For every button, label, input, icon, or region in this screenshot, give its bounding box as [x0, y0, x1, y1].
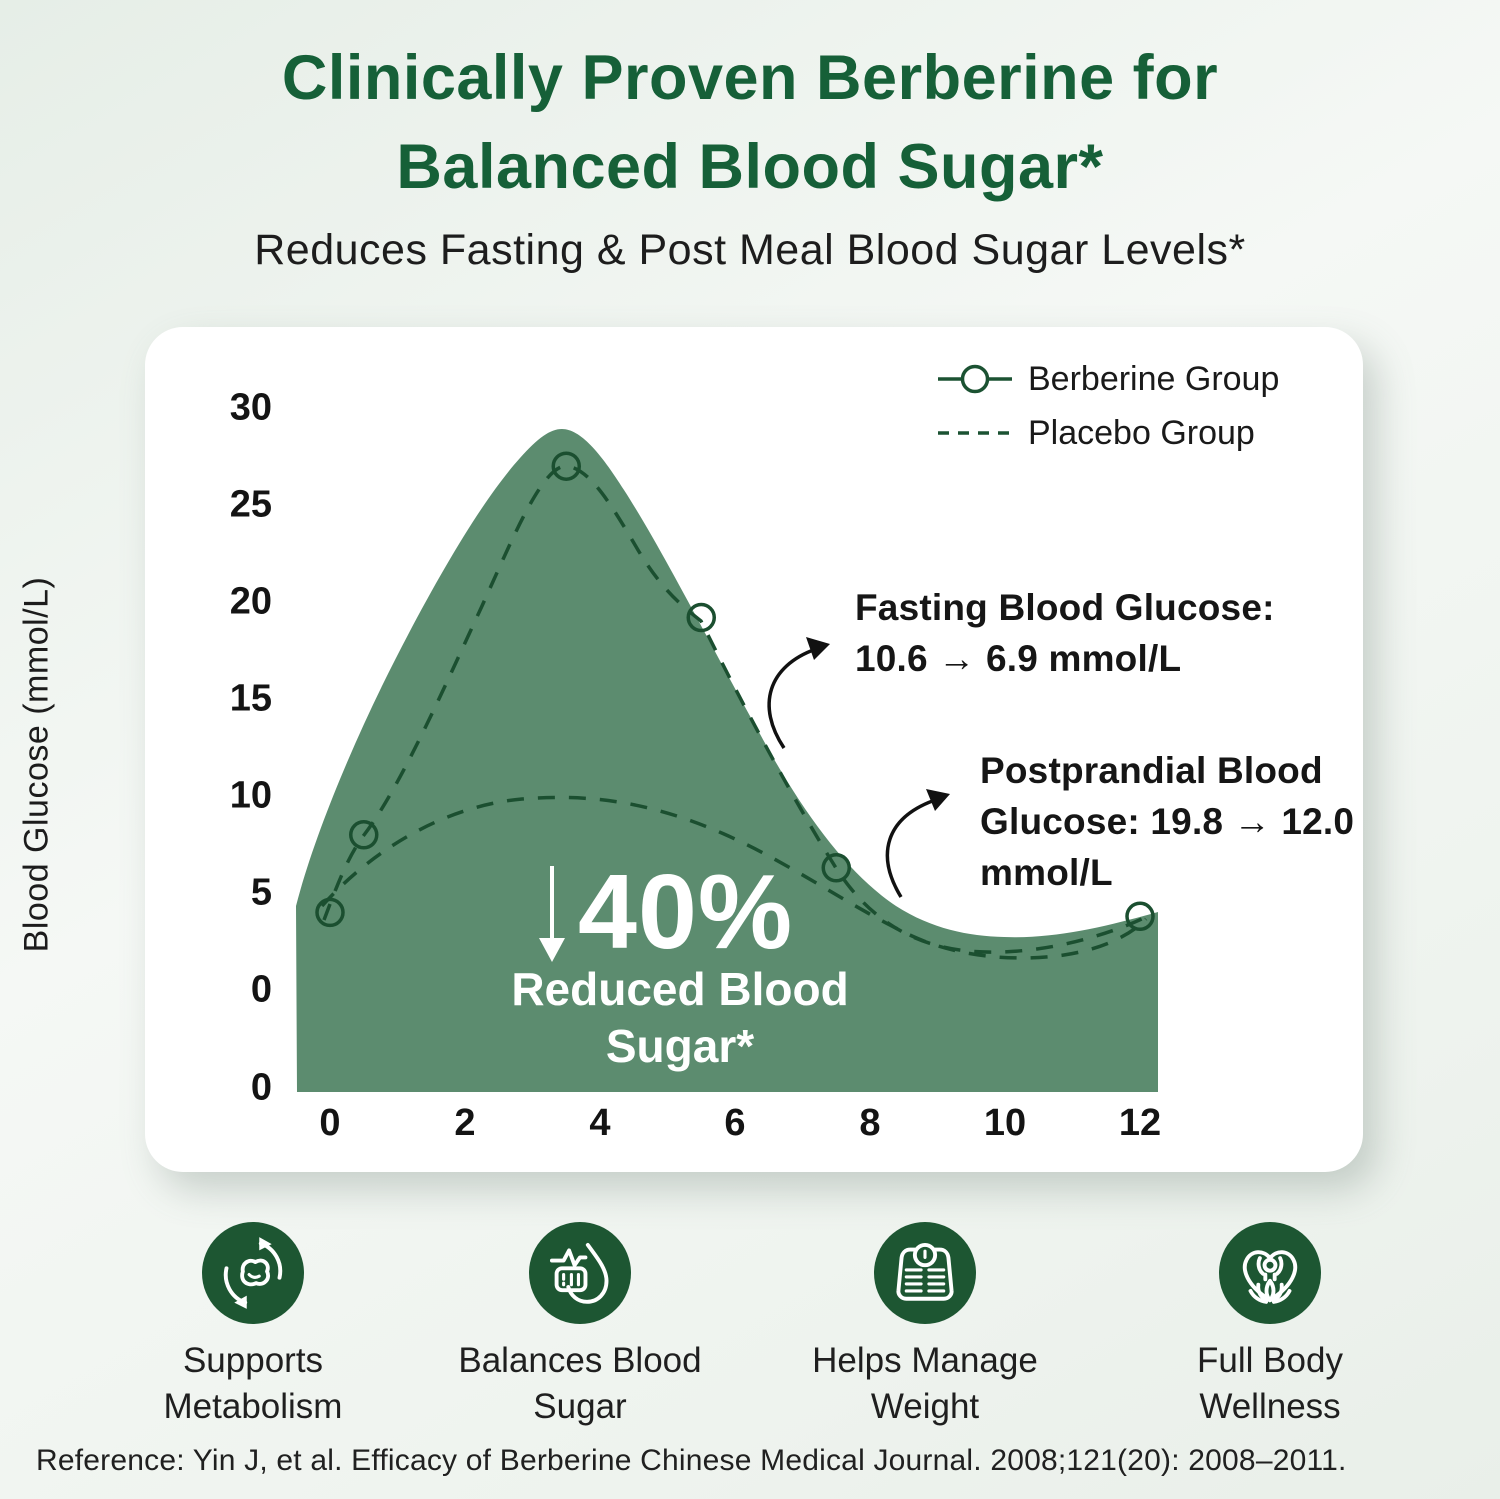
y-tick-label: 15 — [229, 677, 272, 720]
feature-full-body-wellness: Full Body Wellness — [1110, 1222, 1430, 1430]
feature-label: Full Body Wellness — [1197, 1341, 1343, 1426]
feature-supports-metabolism: Supports Metabolism — [93, 1222, 413, 1430]
page-title-line2: Balanced Blood Sugar* — [396, 132, 1104, 202]
legend-label-placebo: Placebo Group — [1028, 413, 1255, 452]
x-tick-label: 8 — [859, 1102, 881, 1144]
postprandial-annotation-line2: Glucose: 19.8 → 12.0 — [980, 801, 1355, 842]
legend-item-berberine: Berberine Group — [936, 360, 1279, 398]
postprandial-annotation: Postprandial Blood Glucose: 19.8 → 12.0 … — [980, 745, 1354, 898]
x-tick-label: 0 — [319, 1102, 341, 1144]
fasting-annotation-line1: Fasting Blood Glucose: — [855, 587, 1275, 628]
y-tick-label: 0 — [250, 1066, 272, 1109]
blood-sugar-icon — [529, 1222, 631, 1324]
x-tick-label: 12 — [1118, 1102, 1162, 1144]
chart-legend: Berberine Group Placebo Group — [936, 360, 1279, 452]
solid-line-circle-marker-icon — [938, 364, 1012, 394]
fasting-annotation: Fasting Blood Glucose: 10.6 → 6.9 mmol/L — [855, 582, 1275, 684]
y-tick-label: 30 — [229, 386, 272, 429]
benefits-row: Supports Metabolism Balances Blood Sugar — [0, 1222, 1500, 1437]
overlay-caption-line2: Sugar* — [605, 1020, 755, 1072]
postprandial-annotation-line3: mmol/L — [980, 852, 1113, 893]
x-tick-label: 2 — [454, 1102, 476, 1144]
legend-item-placebo: Placebo Group — [936, 414, 1279, 452]
page-title: Clinically Proven Berberine for Balanced… — [0, 34, 1500, 212]
y-axis-title: Blood Glucose (mmol/L) — [17, 576, 56, 953]
feature-label: Balances Blood Sugar — [458, 1341, 702, 1426]
dashed-line-icon — [938, 431, 1012, 435]
y-tick-label: 25 — [229, 483, 272, 526]
reference-citation: Reference: Yin J, et al. Efficacy of Ber… — [36, 1444, 1347, 1477]
page-title-line1: Clinically Proven Berberine for — [281, 43, 1219, 113]
feature-helps-manage-weight: Helps Manage Weight — [765, 1222, 1085, 1430]
overlay-caption-line1: Reduced Blood — [511, 963, 849, 1015]
y-tick-label: 0 — [250, 968, 272, 1011]
y-tick-label: 5 — [250, 871, 272, 914]
weight-scale-icon — [874, 1222, 976, 1324]
fasting-annotation-line2: 10.6 → 6.9 mmol/L — [855, 638, 1182, 679]
x-tick-label: 10 — [983, 1102, 1027, 1144]
feature-balances-blood-sugar: Balances Blood Sugar — [420, 1222, 740, 1430]
page-subtitle: Reduces Fasting & Post Meal Blood Sugar … — [254, 226, 1246, 274]
y-tick-label: 10 — [229, 774, 272, 817]
feature-label: Supports Metabolism — [163, 1341, 343, 1426]
wellness-icon — [1219, 1222, 1321, 1324]
x-tick-label: 6 — [724, 1102, 746, 1144]
legend-label-berberine: Berberine Group — [1028, 359, 1280, 398]
postprandial-annotation-line1: Postprandial Blood — [980, 750, 1323, 791]
y-tick-label: 20 — [229, 580, 272, 623]
percent-reduction-value: 40% — [578, 853, 794, 971]
metabolism-icon — [202, 1222, 304, 1324]
feature-label: Helps Manage Weight — [812, 1341, 1038, 1426]
x-tick-label: 4 — [589, 1102, 611, 1144]
